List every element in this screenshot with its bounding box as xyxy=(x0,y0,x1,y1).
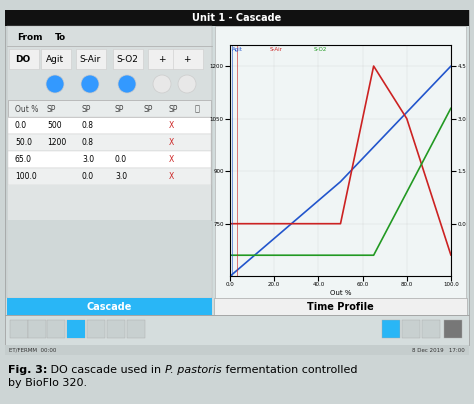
Bar xyxy=(173,49,203,69)
Bar xyxy=(8,100,211,220)
Bar xyxy=(7,298,212,315)
Bar xyxy=(67,320,85,338)
Bar xyxy=(148,49,178,69)
Circle shape xyxy=(153,75,171,93)
Text: S-O2: S-O2 xyxy=(116,55,138,65)
Bar xyxy=(444,320,462,338)
Circle shape xyxy=(118,75,136,93)
Bar xyxy=(8,185,211,220)
Bar xyxy=(402,320,420,338)
Text: 0.0: 0.0 xyxy=(82,172,94,181)
Circle shape xyxy=(46,75,64,93)
Bar xyxy=(8,117,211,134)
Text: 0.8: 0.8 xyxy=(82,138,94,147)
Text: Unit 1 - Cascade: Unit 1 - Cascade xyxy=(192,13,282,23)
Text: SP: SP xyxy=(144,105,154,114)
Text: 🗑: 🗑 xyxy=(195,105,200,114)
Bar xyxy=(10,320,28,338)
X-axis label: Out %: Out % xyxy=(330,290,351,296)
Text: Fig. 3:: Fig. 3: xyxy=(8,365,47,375)
Bar xyxy=(215,26,466,298)
Text: 8 Dec 2019   17:00: 8 Dec 2019 17:00 xyxy=(412,347,465,353)
Bar xyxy=(87,320,105,338)
Bar xyxy=(5,345,469,355)
Text: ●: ● xyxy=(49,77,61,91)
Bar xyxy=(9,49,39,69)
Bar xyxy=(422,320,440,338)
Bar xyxy=(5,10,469,26)
Text: fermentation controlled: fermentation controlled xyxy=(222,365,357,375)
Text: X: X xyxy=(169,121,174,130)
Bar xyxy=(8,134,211,151)
Bar xyxy=(28,320,46,338)
Bar xyxy=(76,49,106,69)
Text: +: + xyxy=(183,55,191,65)
Text: 50.0: 50.0 xyxy=(15,138,32,147)
Bar xyxy=(127,320,145,338)
Bar xyxy=(214,298,467,315)
Bar xyxy=(8,151,211,168)
Text: X: X xyxy=(169,138,174,147)
Text: 65.0: 65.0 xyxy=(15,155,32,164)
Text: S-Air: S-Air xyxy=(79,55,100,65)
Text: DO cascade used in: DO cascade used in xyxy=(47,365,165,375)
Bar xyxy=(5,315,469,345)
Text: Time Profile: Time Profile xyxy=(307,301,374,311)
Bar xyxy=(7,26,212,298)
Bar xyxy=(107,320,125,338)
Bar xyxy=(41,49,71,69)
Bar xyxy=(8,220,211,297)
Text: 3.0: 3.0 xyxy=(82,155,94,164)
Text: 0.0: 0.0 xyxy=(15,121,27,130)
Text: ET/FERMM  00:00: ET/FERMM 00:00 xyxy=(9,347,56,353)
Text: Out %: Out % xyxy=(15,105,38,114)
Text: 0.0: 0.0 xyxy=(115,155,127,164)
Text: Agit: Agit xyxy=(232,47,243,53)
Text: X: X xyxy=(169,172,174,181)
Bar xyxy=(8,168,211,185)
Bar xyxy=(113,49,143,69)
Text: SP: SP xyxy=(115,105,124,114)
Text: P. pastoris: P. pastoris xyxy=(165,365,222,375)
Text: ●: ● xyxy=(84,77,96,91)
Bar xyxy=(67,320,85,338)
Text: SP: SP xyxy=(82,105,91,114)
Text: 100.0: 100.0 xyxy=(15,172,37,181)
Text: To: To xyxy=(55,34,66,42)
Text: SP: SP xyxy=(47,105,56,114)
Text: 0.8: 0.8 xyxy=(82,121,94,130)
Text: 1200: 1200 xyxy=(47,138,66,147)
Text: S-O2: S-O2 xyxy=(314,47,328,53)
Text: From: From xyxy=(17,34,43,42)
Text: SP: SP xyxy=(169,105,178,114)
Text: ●: ● xyxy=(121,77,133,91)
Text: S-Air: S-Air xyxy=(270,47,283,53)
Circle shape xyxy=(81,75,99,93)
Text: +: + xyxy=(158,55,166,65)
Text: DO: DO xyxy=(15,55,31,65)
Text: 500: 500 xyxy=(47,121,62,130)
Circle shape xyxy=(178,75,196,93)
Text: 3.0: 3.0 xyxy=(115,172,127,181)
Text: X: X xyxy=(169,155,174,164)
Text: Cascade: Cascade xyxy=(87,301,132,311)
Text: by BioFlo 320.: by BioFlo 320. xyxy=(8,378,87,388)
Bar xyxy=(5,10,469,315)
Bar xyxy=(382,320,400,338)
Text: Agit: Agit xyxy=(46,55,64,65)
Bar xyxy=(47,320,65,338)
